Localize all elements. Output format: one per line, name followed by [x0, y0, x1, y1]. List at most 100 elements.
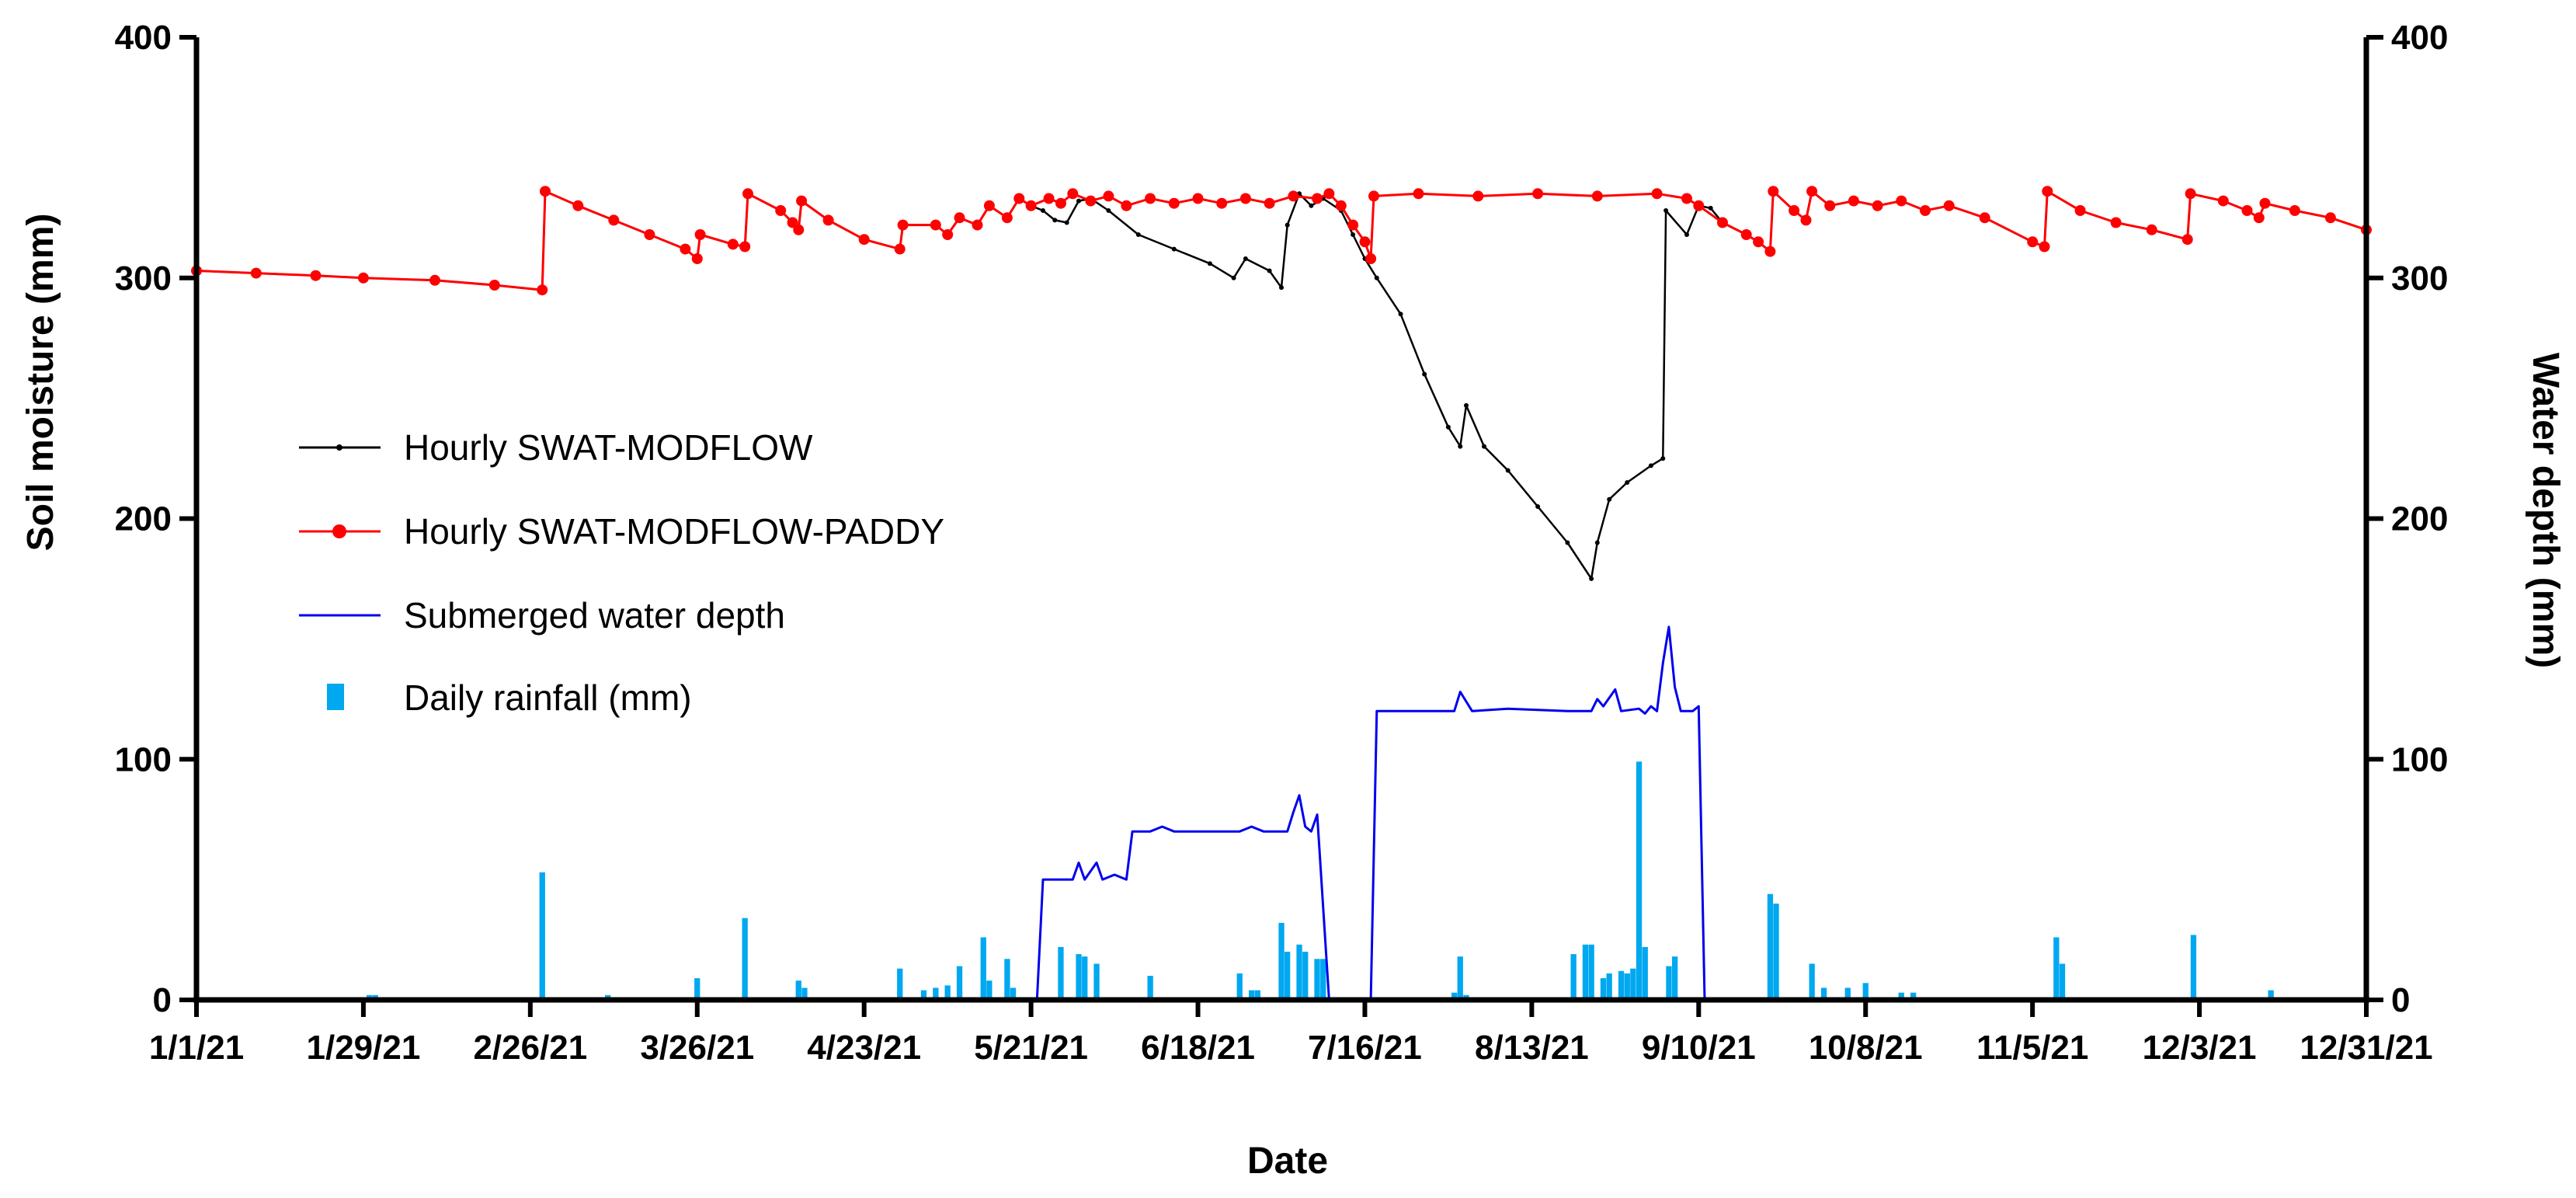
axes [179, 35, 2383, 1017]
series-point-swat-modflow-39 [1135, 232, 1141, 237]
series-point-swat-modflow-paddy-86 [2259, 197, 2271, 209]
series-point-swat-modflow-paddy-12 [691, 253, 703, 264]
rainfall-bar-49 [1767, 893, 1774, 1000]
series-point-swat-modflow-51 [1351, 232, 1356, 237]
series-point-swat-modflow-57 [1458, 444, 1463, 449]
series-point-swat-modflow-42 [1231, 275, 1236, 280]
series-point-swat-modflow-paddy-44 [1264, 197, 1275, 209]
series-point-swat-modflow-paddy-7 [540, 186, 551, 197]
rainfall-bar-26 [1278, 922, 1285, 1000]
series-point-swat-modflow-paddy-19 [793, 224, 805, 235]
y-tick-label-3: 300 [115, 259, 172, 298]
y2-tick-label-0: 0 [2391, 981, 2410, 1019]
series-point-swat-modflow-paddy-39 [1145, 193, 1156, 204]
series-point-swat-modflow-paddy-48 [1335, 200, 1347, 211]
series-point-swat-modflow-paddy-62 [1753, 236, 1764, 248]
series-point-swat-modflow-paddy-47 [1323, 188, 1335, 200]
series-point-swat-modflow-paddy-41 [1192, 193, 1204, 204]
rainfall-bar-5 [694, 978, 700, 1000]
series-point-swat-modflow-paddy-23 [894, 243, 906, 255]
rainfall-bar-21 [1093, 963, 1100, 1000]
series-point-swat-modflow-paddy-78 [2074, 205, 2086, 216]
series-point-swat-modflow-paddy-79 [2110, 217, 2122, 228]
series-point-swat-modflow-33 [1041, 208, 1045, 213]
legend-swat-modflow-label: Hourly SWAT-MODFLOW [404, 427, 813, 468]
series-point-swat-modflow-paddy-9 [608, 214, 620, 226]
x-tick-label-1: 1/29/21 [307, 1029, 421, 1067]
y2-tick-label-2: 200 [2391, 500, 2448, 538]
y2-tick-label-1: 100 [2391, 740, 2448, 778]
series-point-swat-modflow-paddy-84 [2241, 205, 2253, 216]
rainfall-bar-25 [1254, 990, 1260, 1000]
series-point-swat-modflow-41 [1207, 261, 1212, 266]
series-point-swat-modflow-65 [1607, 496, 1612, 502]
series-point-swat-modflow-paddy-46 [1312, 193, 1323, 204]
series-point-swat-modflow-paddy-76 [2039, 241, 2050, 252]
rainfall-bar-51 [1809, 963, 1815, 1000]
series-point-swat-modflow-paddy-49 [1347, 219, 1359, 231]
rainfall-bar-52 [1820, 987, 1827, 1000]
series-point-swat-modflow-paddy-64 [1768, 186, 1779, 197]
rainfall-bar-60 [2268, 990, 2274, 1000]
series-point-swat-modflow-paddy-2 [310, 270, 322, 281]
rainfall-bar-45 [1642, 946, 1648, 1000]
series-point-swat-modflow-paddy-71 [1896, 195, 1907, 207]
legend-rainfall-label: Daily rainfall (mm) [404, 677, 692, 718]
series-point-swat-modflow-paddy-82 [2185, 188, 2196, 200]
x-tick-label-0: 1/1/21 [149, 1029, 244, 1067]
series-point-swat-modflow-paddy-61 [1740, 229, 1752, 240]
y-tick-label-0: 0 [153, 981, 172, 1019]
series-point-swat-modflow-paddy-50 [1359, 236, 1371, 248]
series-point-swat-modflow-paddy-87 [2289, 205, 2300, 216]
rainfall-bar-15 [986, 980, 993, 1000]
series-line-swat-modflow-paddy [196, 190, 2367, 291]
rainfall-bar-59 [2190, 935, 2197, 1000]
series-point-swat-modflow-paddy-5 [488, 280, 500, 291]
series-point-swat-modflow-45 [1279, 285, 1284, 291]
series-point-swat-modflow-54 [1398, 312, 1403, 317]
rainfall-bar-36 [1570, 954, 1577, 1000]
rainfall-bar-18 [1058, 946, 1064, 1000]
legend-swat-modflow-paddy-label: Hourly SWAT-MODFLOW-PADDY [404, 511, 944, 552]
y-tick-label-4: 400 [115, 19, 172, 57]
legend-swat-modflow-paddy-marker [332, 524, 346, 538]
series-point-swat-modflow-69 [1663, 208, 1669, 213]
series-point-swat-modflow-paddy-52 [1368, 190, 1379, 202]
series-point-swat-modflow-34 [1052, 218, 1058, 223]
series-point-swat-modflow-paddy-31 [1013, 193, 1025, 204]
x-tick-label-11: 11/5/21 [1976, 1029, 2088, 1067]
series-point-swat-modflow-paddy-11 [680, 243, 691, 255]
rainfall-bar-16 [1004, 959, 1010, 1000]
series-point-swat-modflow-paddy-85 [2253, 212, 2265, 224]
series-point-swat-modflow-paddy-14 [727, 239, 739, 250]
series-point-swat-modflow-paddy-25 [930, 219, 941, 231]
series-point-swat-modflow-paddy-8 [572, 200, 584, 211]
rainfall-bar-9 [897, 968, 903, 1000]
series-point-swat-modflow-38 [1106, 208, 1111, 213]
series-point-swat-modflow-paddy-83 [2217, 195, 2229, 207]
series-point-swat-modflow-paddy-54 [1472, 190, 1484, 202]
rainfall-bar-10 [920, 990, 927, 1000]
series-point-swat-modflow-paddy-60 [1717, 217, 1728, 228]
x-tick-label-12: 12/3/21 [2143, 1029, 2257, 1067]
series-point-swat-modflow-paddy-45 [1288, 190, 1299, 202]
series-point-swat-modflow-56 [1445, 424, 1451, 430]
series-point-swat-modflow-paddy-1 [250, 267, 262, 279]
y2-tick-label-3: 300 [2391, 259, 2448, 298]
legend-swat-modflow-marker [336, 444, 342, 451]
series-point-swat-modflow-paddy-70 [1872, 200, 1883, 211]
series-point-swat-modflow-35 [1064, 220, 1069, 225]
series-point-swat-modflow-paddy-33 [1043, 193, 1055, 204]
series-point-swat-modflow-58 [1464, 402, 1469, 408]
series-point-swat-modflow-paddy-59 [1693, 200, 1705, 211]
series-point-swat-modflow-59 [1482, 444, 1486, 449]
series-point-swat-modflow-paddy-58 [1681, 193, 1692, 204]
series-point-swat-modflow-paddy-63 [1764, 246, 1776, 257]
rainfall-bar-29 [1302, 952, 1309, 1000]
x-tick-label-7: 7/16/21 [1308, 1029, 1422, 1067]
y-tick-label-1: 100 [115, 740, 172, 778]
series-point-swat-modflow-paddy-56 [1591, 190, 1603, 202]
rainfall-bar-54 [1862, 983, 1869, 1000]
series-point-swat-modflow-60 [1505, 468, 1510, 473]
rainfall-bar-13 [956, 966, 963, 1000]
